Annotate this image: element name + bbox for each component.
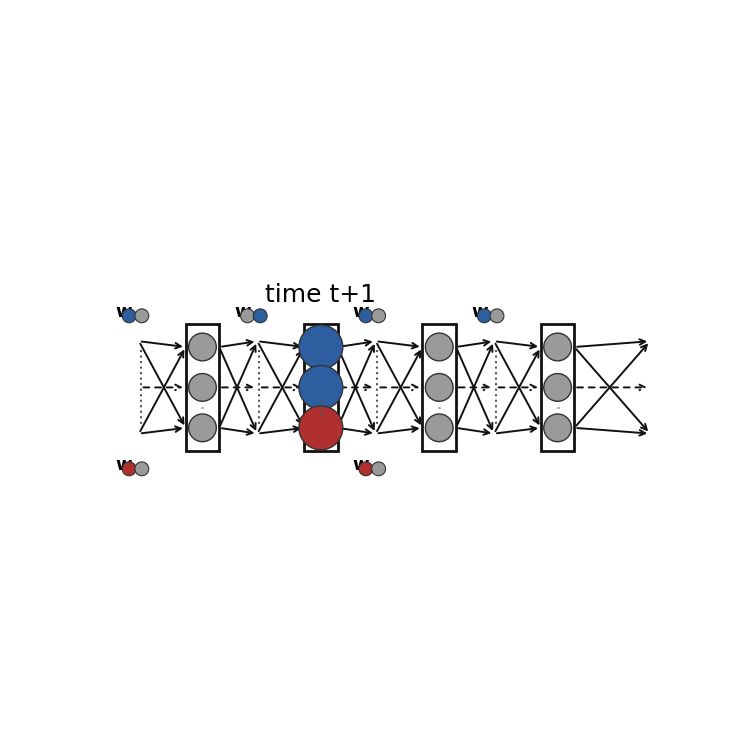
Text: time t+1: time t+1 bbox=[266, 283, 376, 307]
Circle shape bbox=[188, 414, 216, 442]
Circle shape bbox=[122, 462, 136, 476]
Bar bbox=[541, 324, 574, 451]
Circle shape bbox=[477, 309, 491, 322]
Text: w: w bbox=[471, 303, 488, 321]
Text: w: w bbox=[234, 303, 250, 321]
Circle shape bbox=[241, 309, 254, 322]
Circle shape bbox=[188, 333, 216, 361]
Circle shape bbox=[425, 333, 453, 361]
Bar bbox=[304, 324, 338, 451]
Circle shape bbox=[122, 309, 136, 322]
Circle shape bbox=[544, 414, 572, 442]
Circle shape bbox=[425, 374, 453, 401]
Circle shape bbox=[299, 325, 343, 369]
Text: w: w bbox=[352, 456, 369, 475]
Circle shape bbox=[359, 309, 373, 322]
Circle shape bbox=[135, 462, 148, 476]
Circle shape bbox=[254, 309, 267, 322]
Text: w: w bbox=[116, 303, 133, 321]
Text: w: w bbox=[116, 456, 133, 475]
Bar bbox=[186, 324, 219, 451]
Circle shape bbox=[359, 462, 373, 476]
Bar bbox=[422, 324, 456, 451]
Circle shape bbox=[299, 406, 343, 450]
Circle shape bbox=[188, 374, 216, 401]
Circle shape bbox=[135, 309, 148, 322]
Circle shape bbox=[299, 365, 343, 410]
Circle shape bbox=[544, 333, 572, 361]
Text: w: w bbox=[352, 303, 369, 321]
Circle shape bbox=[490, 309, 504, 322]
Circle shape bbox=[372, 462, 386, 476]
Circle shape bbox=[425, 414, 453, 442]
Circle shape bbox=[544, 374, 572, 401]
Circle shape bbox=[372, 309, 386, 322]
